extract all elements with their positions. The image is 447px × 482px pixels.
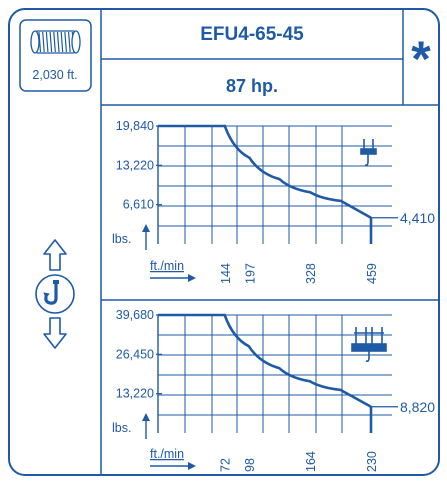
x-tick-label: 328	[304, 263, 318, 284]
data-point	[157, 314, 159, 316]
y-tick-label: 26,450	[116, 347, 154, 361]
x-axis-label: ft./min	[150, 447, 184, 461]
y-tick-label: 19,840	[116, 119, 154, 133]
drum-groove	[64, 31, 67, 53]
drum-groove	[45, 31, 49, 53]
x-tick-label: 72	[219, 458, 233, 472]
x-axis-label: ft./min	[150, 259, 184, 273]
x-tick-label: 164	[304, 451, 318, 472]
rope-drum-icon	[30, 30, 81, 54]
x-tick-label: 459	[365, 263, 379, 284]
x-axis-arrowhead	[188, 462, 196, 470]
end-value-label: 8,820	[400, 399, 435, 415]
y-axis-arrowhead	[142, 413, 150, 421]
drum-groove	[68, 31, 71, 53]
model-name: EFU4-65-45	[200, 24, 304, 45]
y-axis-arrowhead	[142, 224, 150, 232]
drum-groove	[60, 31, 64, 53]
x-tick-label: 98	[243, 458, 257, 472]
hook-up-down-icon	[35, 239, 75, 349]
badge-asterisk: *	[411, 31, 431, 87]
data-point	[340, 200, 342, 202]
x-axis-arrowhead	[188, 274, 196, 282]
data-point	[278, 367, 281, 369]
x-tick-label: 197	[243, 263, 257, 284]
y-tick-label: 13,220	[116, 387, 154, 401]
double-reeving-icon	[351, 327, 387, 362]
y-tick-label: 39,680	[116, 308, 154, 322]
y-tick-label: 13,220	[116, 158, 154, 172]
drum-groove	[53, 31, 56, 53]
data-point	[309, 380, 311, 383]
drum-groove	[38, 31, 42, 53]
y-axis-label: lbs.	[112, 421, 131, 435]
data-point	[157, 125, 159, 127]
data-point	[247, 345, 250, 347]
rope-length: 2,030 ft.	[32, 68, 77, 82]
data-point	[339, 389, 342, 391]
single-reeving-icon	[360, 139, 377, 166]
chart-single-reeving: 19,840 13,220 6,610 lbs. ft./min 144 197 328 459…	[112, 119, 435, 284]
data-point	[309, 191, 312, 194]
chart-double-reeving: 39,680 26,450 13,220 lbs. ft./min 72 98 164 230 8…	[112, 308, 435, 472]
data-point	[223, 314, 226, 316]
data-point	[248, 156, 251, 159]
data-point	[224, 125, 226, 127]
y-tick-label: 6,610	[123, 198, 154, 212]
data-point	[278, 178, 281, 180]
end-value-label: 4,410	[400, 210, 435, 226]
y-axis-label: lbs.	[112, 232, 131, 246]
drum-groove	[56, 31, 60, 53]
x-tick-label: 144	[219, 263, 233, 284]
drum-groove	[49, 31, 53, 53]
x-tick-label: 230	[365, 451, 379, 472]
data-point	[370, 216, 372, 219]
data-point	[370, 405, 372, 408]
power-rating: 87 hp.	[226, 76, 278, 96]
drum-groove	[42, 31, 45, 53]
